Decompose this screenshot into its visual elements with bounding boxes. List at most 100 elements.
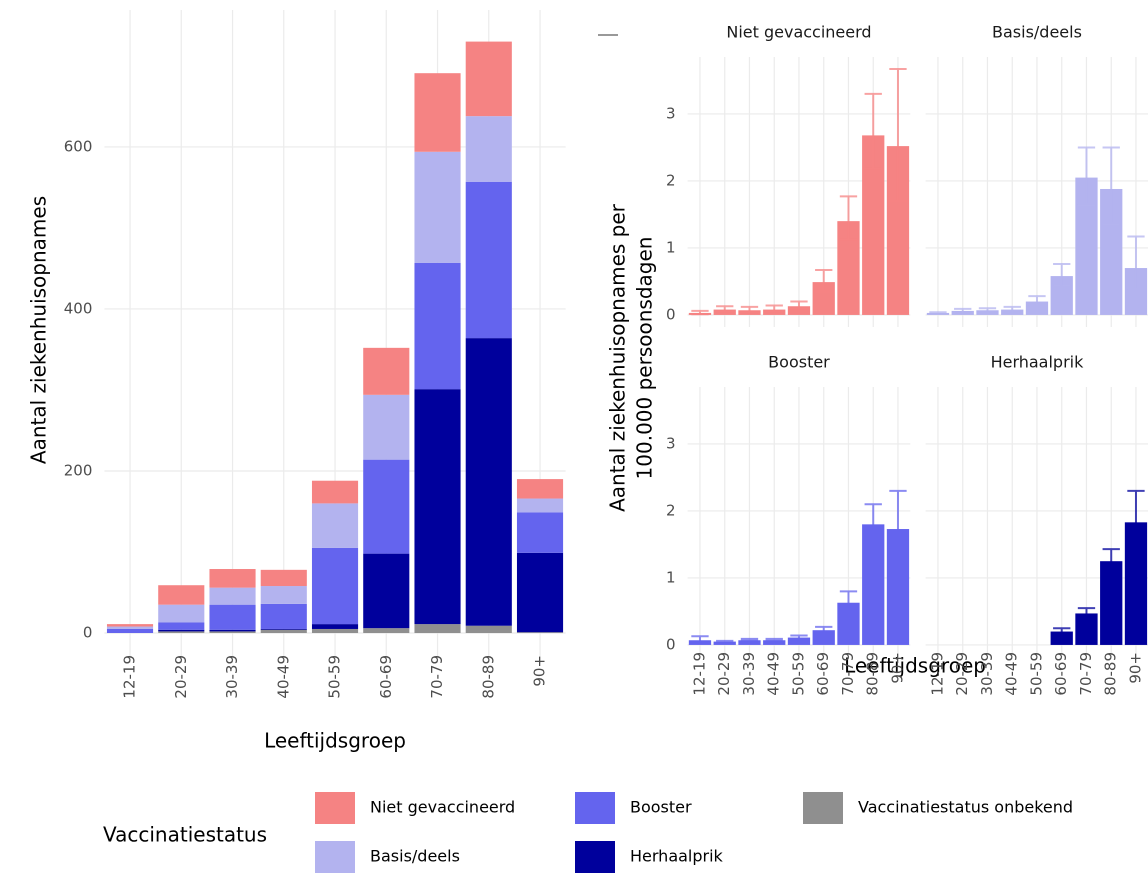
error-bar	[740, 637, 759, 642]
x-tick-label: 80-89	[479, 655, 497, 699]
bar-segment	[516, 512, 564, 553]
bar-segment	[363, 347, 410, 395]
bar-segment	[158, 585, 205, 605]
error-bar	[889, 68, 907, 203]
bar-segment	[311, 624, 359, 629]
bar-segment	[414, 73, 461, 152]
y-tick-label: 400	[64, 299, 93, 317]
bar	[1100, 561, 1123, 645]
bar-segment	[516, 552, 564, 633]
bar-segment	[311, 547, 359, 625]
bar	[837, 602, 860, 645]
bar-segment	[260, 629, 307, 634]
bar	[1075, 177, 1098, 315]
error-bar	[790, 300, 808, 310]
error-bar	[839, 195, 858, 241]
bar-segment	[158, 629, 205, 632]
bar	[1075, 613, 1098, 645]
y-tick-label: 3	[666, 434, 676, 452]
bar	[1100, 188, 1123, 315]
error-bar	[815, 269, 833, 293]
error-bar	[1102, 146, 1120, 225]
bar-segment	[209, 629, 256, 632]
error-bar	[740, 305, 759, 314]
x-tick-label: 40-49	[274, 655, 292, 699]
error-bar	[929, 311, 947, 315]
bar	[738, 640, 761, 645]
bar-segment	[414, 624, 461, 634]
bar	[862, 524, 885, 645]
bar-segment	[465, 338, 512, 626]
x-tick-label: 70-79	[428, 655, 446, 699]
bar	[1124, 522, 1148, 645]
y-tick-label: 0	[83, 624, 93, 642]
error-bar	[1102, 548, 1120, 573]
error-bar	[765, 637, 783, 642]
error-bar	[864, 503, 882, 543]
x-tick-label: 30-39	[978, 652, 996, 696]
bar	[862, 135, 885, 315]
legend-label: Herhaalprik	[630, 847, 724, 866]
error-bar	[978, 307, 997, 313]
bar-segment	[260, 586, 307, 604]
x-tick-label: 12-19	[928, 652, 946, 696]
legend-swatch	[575, 792, 615, 824]
bar-segment	[311, 628, 359, 634]
y-axis-title: Aantal ziekenhuisopnames	[27, 196, 51, 464]
legend-title: Vaccinatiestatus	[103, 823, 267, 847]
error-bar	[889, 489, 907, 559]
legend-swatch	[315, 841, 355, 873]
bar-segment	[260, 628, 307, 630]
x-tick-label: 12-19	[690, 652, 708, 696]
bar	[763, 640, 786, 645]
bar	[812, 282, 835, 315]
bar-segment	[209, 569, 256, 588]
x-tick-label: 20-29	[715, 652, 733, 696]
x-tick-label: 20-29	[953, 652, 971, 696]
x-axis-title: Leeftijdsgroep	[844, 654, 986, 678]
bar	[713, 641, 736, 645]
x-tick-label: 80-89	[1102, 652, 1120, 696]
bar-segment	[209, 587, 256, 605]
y-tick-label: 2	[666, 501, 676, 519]
bar-segment	[414, 262, 461, 390]
error-bar	[1028, 295, 1046, 307]
legend-label: Niet gevaccineerd	[370, 798, 515, 817]
error-bar	[1077, 146, 1096, 206]
bar-segment	[106, 624, 154, 627]
bar-segment	[465, 625, 512, 634]
x-tick-label: 30-39	[223, 655, 241, 699]
bar-segment	[516, 632, 564, 634]
x-tick-label: 60-69	[377, 655, 395, 699]
bar-segment	[363, 628, 410, 634]
error-bar	[1053, 263, 1071, 288]
legend-label: Vaccinatiestatus onbekend	[858, 798, 1073, 817]
facet-title: Booster	[768, 353, 830, 372]
bar	[837, 221, 860, 315]
y-tick-label: 0	[666, 305, 676, 323]
x-tick-label: 50-59	[326, 655, 344, 699]
y-tick-label: 1	[666, 568, 676, 586]
error-bar	[1127, 235, 1145, 291]
error-bar	[790, 634, 808, 640]
bar-segment	[260, 603, 307, 629]
bar-segment	[414, 389, 461, 625]
legend-label: Basis/deels	[370, 847, 460, 866]
bar-segment	[106, 626, 154, 629]
error-bar	[815, 625, 833, 634]
error-bar	[1077, 607, 1096, 620]
bar	[1124, 268, 1148, 315]
x-tick-label: 90+	[531, 655, 549, 687]
x-tick-label: 60-69	[814, 652, 832, 696]
error-bar	[1127, 489, 1145, 551]
bar-segment	[311, 503, 359, 548]
x-tick-label: 40-49	[1003, 652, 1021, 696]
legend-swatch	[803, 792, 843, 824]
bar-segment	[311, 480, 359, 504]
error-bar	[1053, 627, 1071, 636]
x-tick-label: 90+	[888, 652, 906, 684]
bar-segment	[414, 151, 461, 263]
x-tick-label: 30-39	[740, 652, 758, 696]
bar	[787, 637, 811, 645]
bar-segment	[363, 459, 410, 554]
